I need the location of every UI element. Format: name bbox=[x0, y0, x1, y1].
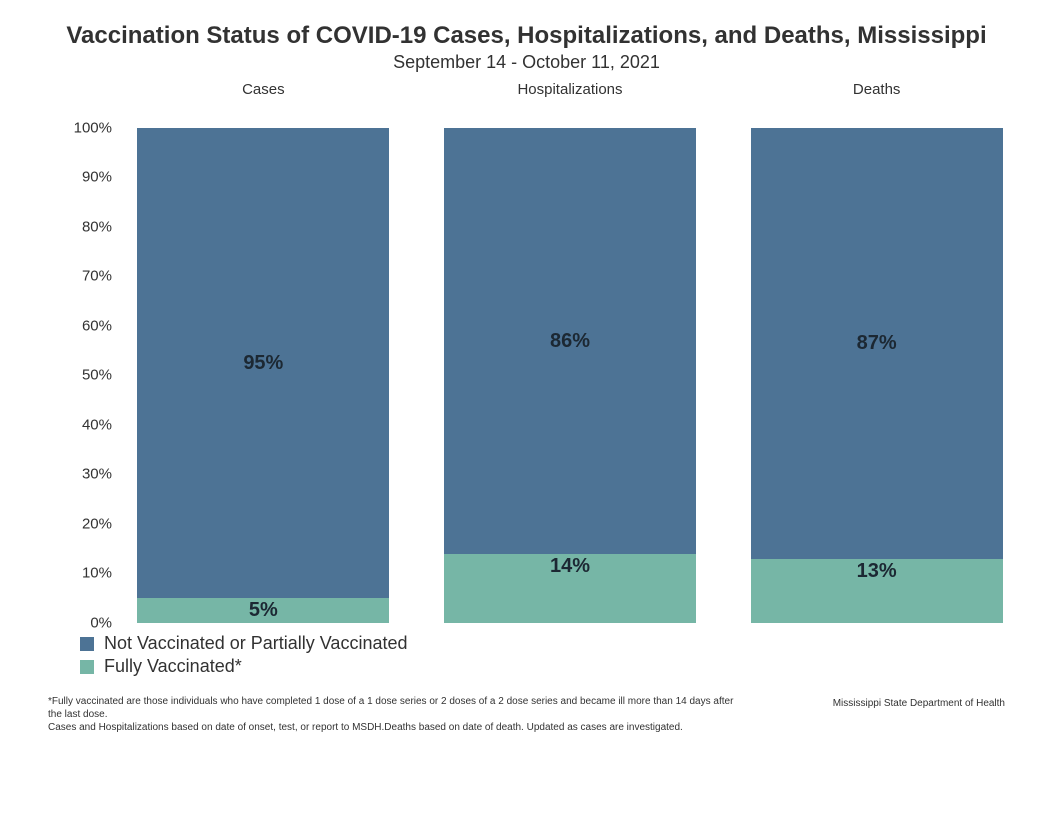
legend: Not Vaccinated or Partially VaccinatedFu… bbox=[80, 633, 1053, 677]
stacked-bar: 13% 87% bbox=[751, 128, 1003, 623]
stacked-bar: 14% 86% bbox=[444, 128, 696, 623]
legend-swatch bbox=[80, 637, 94, 651]
panels-container: Cases 5% 95% Hospitalizations 14% 86% Deaths 13… bbox=[120, 83, 1020, 623]
y-tick: 70% bbox=[60, 268, 112, 285]
bar-segment-label: 5% bbox=[137, 599, 389, 622]
chart-area: 0%10%20%30%40%50%60%70%80%90%100% Cases5… bbox=[60, 83, 1020, 623]
stacked-bar: 5% 95% bbox=[137, 128, 389, 623]
panel-title: Deaths bbox=[733, 81, 1020, 98]
y-tick: 10% bbox=[60, 565, 112, 582]
footnote-right: Mississippi State Department of Health bbox=[833, 695, 1005, 710]
chart-title: Vaccination Status of COVID-19 Cases, Ho… bbox=[0, 22, 1053, 50]
bar-segment-label: 86% bbox=[444, 330, 696, 353]
panel-title: Hospitalizations bbox=[427, 81, 714, 98]
legend-label: Not Vaccinated or Partially Vaccinated bbox=[104, 633, 408, 654]
y-tick: 80% bbox=[60, 218, 112, 235]
y-tick: 50% bbox=[60, 367, 112, 384]
y-tick: 20% bbox=[60, 515, 112, 532]
y-tick: 40% bbox=[60, 416, 112, 433]
panel: Cases 5% 95% bbox=[120, 83, 407, 623]
plot-region: 5% 95% bbox=[120, 103, 407, 623]
plot-region: 13% 87% bbox=[733, 103, 1020, 623]
bar-segment-label: 13% bbox=[751, 560, 1003, 583]
legend-item: Fully Vaccinated* bbox=[80, 656, 1053, 677]
footnote-left: *Fully vaccinated are those individuals … bbox=[48, 695, 748, 734]
footnote-line1: *Fully vaccinated are those individuals … bbox=[48, 695, 748, 721]
panel-title: Cases bbox=[120, 81, 407, 98]
plot-region: 14% 86% bbox=[427, 103, 714, 623]
bar-segment-label: 87% bbox=[751, 332, 1003, 355]
y-axis: 0%10%20%30%40%50%60%70%80%90%100% bbox=[60, 103, 120, 623]
y-tick: 100% bbox=[60, 119, 112, 136]
bar-segment-label: 95% bbox=[137, 352, 389, 375]
legend-item: Not Vaccinated or Partially Vaccinated bbox=[80, 633, 1053, 654]
y-tick: 60% bbox=[60, 317, 112, 334]
footnote: *Fully vaccinated are those individuals … bbox=[48, 695, 1005, 734]
legend-swatch bbox=[80, 660, 94, 674]
y-tick: 30% bbox=[60, 466, 112, 483]
legend-label: Fully Vaccinated* bbox=[104, 656, 242, 677]
bar-segment-label: 14% bbox=[444, 555, 696, 578]
panel: Deaths 13% 87% bbox=[733, 83, 1020, 623]
y-tick: 0% bbox=[60, 615, 112, 632]
y-tick: 90% bbox=[60, 169, 112, 186]
footnote-line2: Cases and Hospitalizations based on date… bbox=[48, 721, 748, 734]
chart-subtitle: September 14 - October 11, 2021 bbox=[0, 52, 1053, 73]
panel: Hospitalizations 14% 86% bbox=[427, 83, 714, 623]
